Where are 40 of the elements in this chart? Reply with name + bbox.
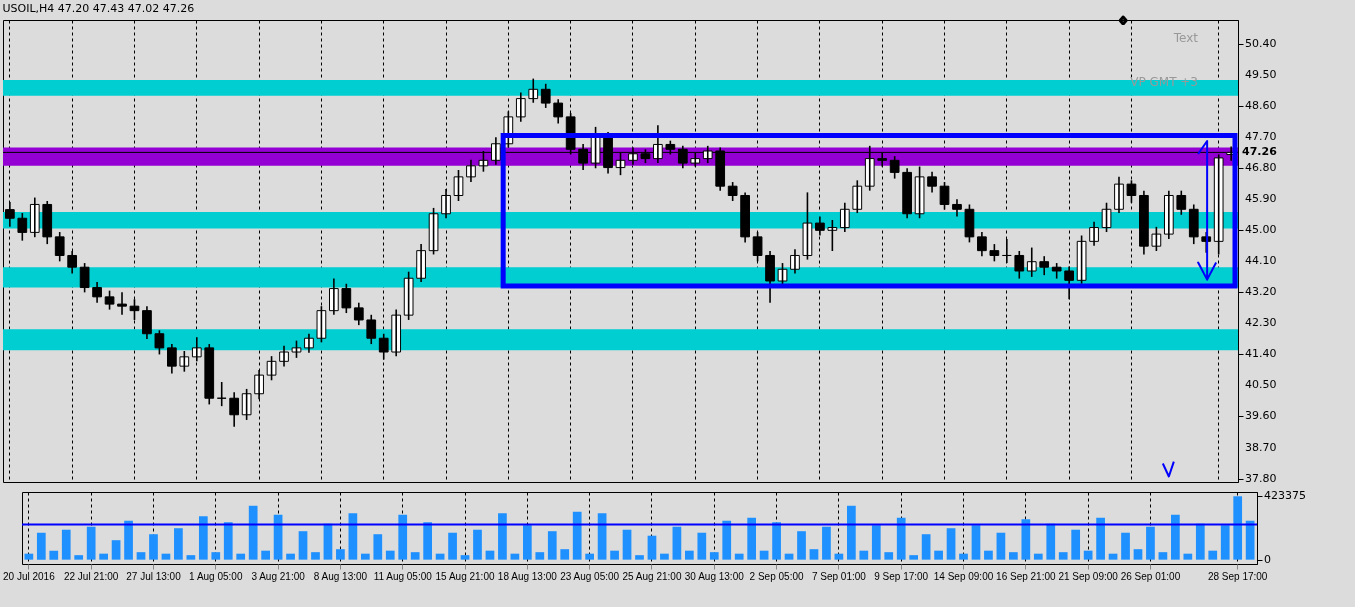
x-tick-label: 22 Jul 21:00 (63, 570, 119, 582)
y-tick-label: 49.50 (1245, 68, 1277, 82)
y-tick-label: 37.80 (1245, 471, 1277, 485)
y-tick-label: 47.70 (1245, 130, 1277, 144)
x-tick-label: 11 Aug 05:00 (373, 570, 433, 582)
x-tick-label: 7 Sep 01:00 (811, 570, 867, 582)
annotation: Text (1172, 31, 1199, 45)
y-tick-label: 43.20 (1245, 285, 1277, 299)
x-tick-label: 30 Aug 13:00 (684, 570, 745, 582)
chart-title: USOIL,H4 47.20 47.43 47.02 47.26 (2, 1, 195, 15)
x-tick-label: 16 Sep 21:00 (996, 570, 1057, 582)
x-tick-label: 25 Aug 21:00 (622, 570, 682, 582)
y-tick-label: 48.60 (1245, 99, 1277, 113)
x-tick-label: 26 Sep 01:00 (1120, 570, 1181, 582)
y-tick-label: 45.90 (1245, 192, 1277, 206)
x-tick-label: 23 Aug 05:00 (560, 570, 620, 582)
x-tick-label: 3 Aug 21:00 (251, 570, 306, 582)
x-tick-label: 15 Aug 21:00 (435, 570, 495, 582)
y-tick-label: 0 (1264, 552, 1271, 566)
y-tick-label: 50.40 (1245, 37, 1277, 51)
y-tick-label: 44.10 (1245, 254, 1277, 268)
x-tick-label: 28 Sep 17:00 (1207, 570, 1268, 582)
x-tick-label: 9 Sep 17:00 (874, 570, 929, 582)
y-tick-label: 39.60 (1245, 409, 1277, 423)
y-tick-label: 46.80 (1245, 161, 1277, 175)
x-tick-label: 20 Jul 2016 (2, 570, 56, 582)
ref-line-label: 47.26 (1242, 145, 1278, 159)
x-tick-label: 14 Sep 09:00 (933, 570, 994, 582)
x-tick-label: 27 Jul 13:00 (126, 570, 182, 582)
x-tick-label: 8 Aug 13:00 (313, 570, 368, 582)
x-tick-label: 2 Sep 05:00 (749, 570, 804, 582)
y-tick-label: 38.70 (1245, 440, 1277, 454)
x-tick-label: 21 Sep 09:00 (1058, 570, 1119, 582)
y-tick-label: 42.30 (1245, 316, 1277, 330)
y-tick-label: 41.40 (1245, 347, 1277, 361)
y-tick-label: 40.50 (1245, 378, 1277, 392)
y-tick-label: 423375 (1264, 489, 1306, 503)
x-tick-label: 18 Aug 13:00 (497, 570, 558, 582)
x-tick-label: 1 Aug 05:00 (189, 570, 243, 582)
y-tick-label: 45.00 (1245, 223, 1277, 237)
